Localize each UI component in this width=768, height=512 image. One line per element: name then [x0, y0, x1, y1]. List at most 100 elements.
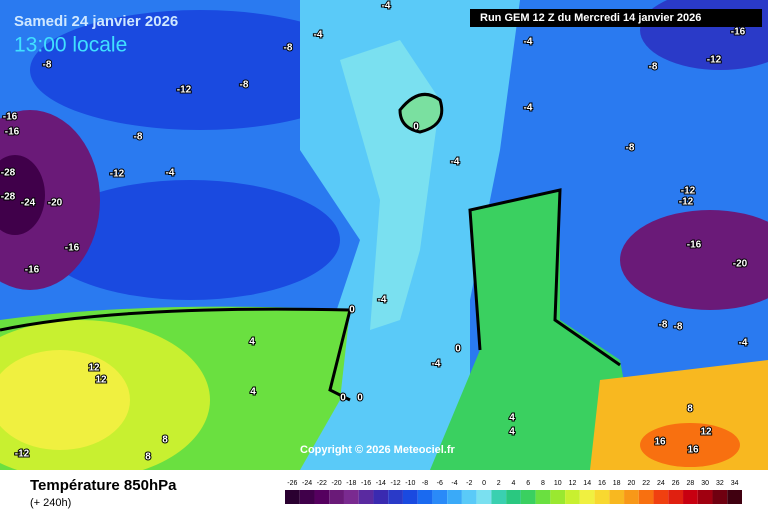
cold-area: [40, 180, 340, 300]
legend-swatch: [506, 490, 521, 504]
europe-area: [430, 190, 640, 470]
date: Samedi 24 janvier 2026: [14, 13, 178, 30]
cold-area: [30, 10, 370, 130]
legend-swatch: [491, 490, 507, 504]
legend-label: -24: [302, 480, 312, 487]
legend-swatch: [535, 490, 551, 504]
contour-label: -4: [382, 1, 391, 12]
legend-swatch: [683, 490, 698, 504]
legend-label: 18: [613, 480, 621, 487]
contour-label: 8: [145, 452, 151, 463]
legend-label: 24: [657, 480, 665, 487]
legend-swatch: [550, 490, 566, 504]
contour-label: -8: [649, 62, 658, 73]
legend-swatch: [727, 490, 742, 504]
contour-label: 0: [357, 393, 363, 404]
legend-label: -26: [287, 480, 297, 487]
legend-swatch: [594, 490, 610, 504]
legend-swatch: [697, 490, 713, 504]
legend-swatch: [668, 490, 684, 504]
legend-label: 26: [672, 480, 680, 487]
contour-label: -4: [432, 359, 441, 370]
legend-swatch: [638, 490, 654, 504]
copyright: Copyright © 2026 Meteociel.fr: [300, 444, 456, 456]
contour-label: -4: [524, 37, 533, 48]
legend-swatch: [417, 490, 433, 504]
contour-label: -8: [626, 143, 635, 154]
legend-swatch: [285, 490, 300, 504]
contour-label: 0: [455, 344, 461, 355]
footer-lead: (+ 240h): [30, 497, 71, 509]
legend-label: 28: [687, 480, 695, 487]
legend-label: 30: [701, 480, 709, 487]
legend-label: -18: [346, 480, 356, 487]
hot-area: [640, 423, 740, 467]
warm-area: [0, 350, 130, 450]
contour-label: -16: [687, 240, 702, 251]
contour-label: -16: [5, 127, 20, 138]
zero-isotherm: [0, 188, 621, 402]
legend-label: 20: [628, 480, 636, 487]
contour-label: -8: [134, 132, 143, 143]
contour-label: 12: [700, 427, 712, 438]
legend-swatch: [461, 490, 477, 504]
contour-label: -12: [177, 85, 192, 96]
contour-label: -8: [674, 322, 683, 333]
legend-label: -6: [437, 480, 443, 487]
legend-label: 22: [642, 480, 650, 487]
contour-label: 4: [509, 427, 515, 438]
legend-swatch: [447, 490, 462, 504]
legend-label: 34: [731, 480, 739, 487]
contour-label: 12: [95, 375, 107, 386]
legend-label: 32: [716, 480, 724, 487]
contour-label: -12: [110, 169, 125, 180]
legend-swatch: [579, 490, 595, 504]
legend-label: -14: [376, 480, 386, 487]
legend-label: 4: [512, 480, 516, 487]
legend-label: -16: [361, 480, 371, 487]
run-box: [470, 9, 762, 27]
legend-swatch: [373, 490, 389, 504]
very-cold-area: [620, 210, 768, 310]
contour-label: -4: [739, 338, 748, 349]
zero-isotherm: [398, 92, 444, 134]
time: 13:00 locale: [14, 34, 127, 57]
contour-label: -4: [378, 295, 387, 306]
legend-swatch: [712, 490, 728, 504]
contour-label: -20: [733, 259, 748, 270]
contour-label: -8: [284, 43, 293, 54]
contour-label: -8: [43, 60, 52, 71]
legend-swatch: [402, 490, 418, 504]
legend-label: -8: [422, 480, 428, 487]
contour-label: -16: [3, 112, 18, 123]
run: Run GEM 12 Z du Mercredi 14 janvier 2026: [480, 12, 701, 24]
contour-label: -8: [240, 80, 249, 91]
very-cold-area: [0, 155, 45, 235]
legend-label: -2: [466, 480, 472, 487]
contour-label: 4: [249, 337, 255, 348]
legend-label: 12: [569, 480, 577, 487]
contour-label: 16: [654, 437, 666, 448]
legend-swatch: [609, 490, 625, 504]
legend-swatch: [388, 490, 403, 504]
legend-swatch: [624, 490, 639, 504]
legend-swatch: [520, 490, 536, 504]
legend-label: 0: [482, 480, 486, 487]
contour-label: -8: [659, 320, 668, 331]
legend-label: -22: [317, 480, 327, 487]
contour-label: 0: [413, 122, 419, 133]
contour-label: -4: [166, 168, 175, 179]
legend-label: -4: [451, 480, 457, 487]
legend-swatch: [653, 490, 669, 504]
contour-label: -4: [524, 103, 533, 114]
contour-label: 4: [250, 387, 256, 398]
contour-label: -12: [679, 197, 694, 208]
contour-label: -16: [731, 27, 746, 38]
legend-swatch: [329, 490, 344, 504]
legend-swatch: [299, 490, 315, 504]
legend-swatch: [432, 490, 448, 504]
contour-label: -20: [48, 198, 63, 209]
contour-label: 4: [509, 413, 515, 424]
contour-label: -4: [451, 157, 460, 168]
